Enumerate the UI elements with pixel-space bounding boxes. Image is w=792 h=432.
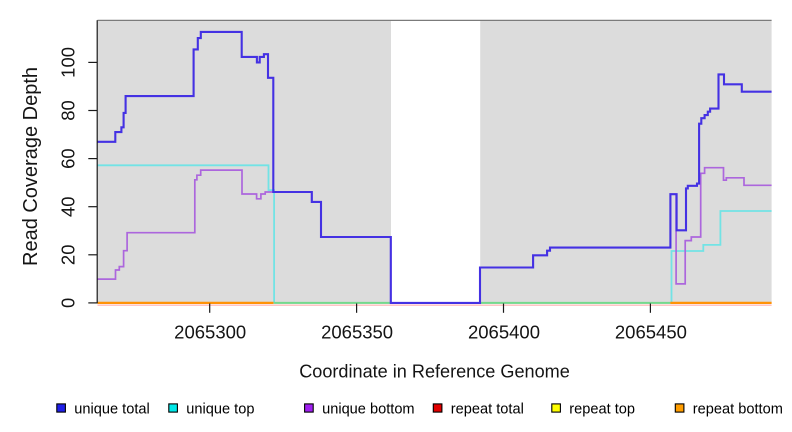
svg-text:repeat top: repeat top [569, 402, 635, 418]
svg-text:80: 80 [58, 100, 79, 121]
svg-text:0: 0 [58, 298, 79, 308]
svg-text:repeat total: repeat total [451, 402, 524, 418]
svg-text:40: 40 [58, 196, 79, 217]
svg-text:repeat bottom: repeat bottom [693, 402, 783, 418]
svg-text:100: 100 [58, 47, 79, 78]
svg-text:Coordinate in Reference Genome: Coordinate in Reference Genome [299, 361, 570, 381]
svg-text:60: 60 [58, 148, 79, 169]
svg-text:2065350: 2065350 [321, 322, 393, 343]
svg-text:2065300: 2065300 [174, 322, 246, 343]
svg-text:unique top: unique top [186, 402, 254, 418]
svg-text:unique total: unique total [74, 402, 149, 418]
svg-text:Read Coverage Depth: Read Coverage Depth [20, 67, 42, 266]
svg-text:2065450: 2065450 [615, 322, 687, 343]
svg-text:2065400: 2065400 [468, 322, 540, 343]
svg-text:unique bottom: unique bottom [322, 402, 415, 418]
svg-text:20: 20 [58, 245, 79, 266]
